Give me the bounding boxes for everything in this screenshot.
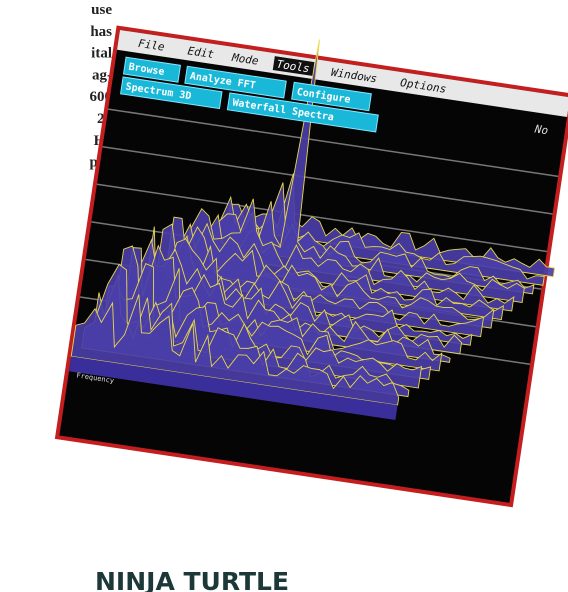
article-line: ital [91,46,112,62]
article-line: use [91,2,112,18]
article-line: has [90,24,112,40]
heading: NINJA TURTLE [95,567,289,592]
page: usehasitalag-60028Hzpti-as-ndnd FileEdit… [0,0,568,592]
status-text: No [533,122,549,137]
